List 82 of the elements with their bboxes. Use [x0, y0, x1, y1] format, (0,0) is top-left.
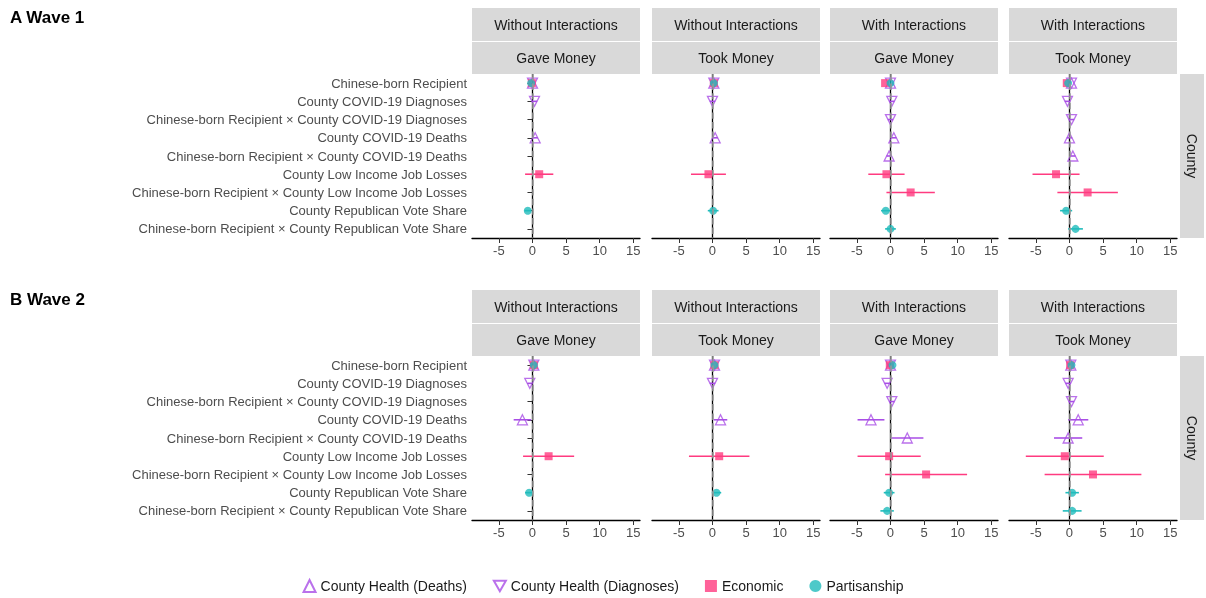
chart-subtitle: Took Money [652, 42, 820, 74]
x-tick-label: 0 [708, 525, 717, 540]
text: County [1184, 415, 1201, 461]
chart-subtitle: Gave Money [472, 42, 640, 74]
x-tick-label: 10 [1129, 525, 1144, 540]
x-tick-label: 5 [742, 243, 750, 258]
x-tick-label: 0 [1065, 525, 1074, 540]
x-tick-label: 5 [562, 243, 570, 258]
y-tick-label: County COVID-19 Diagnoses [297, 93, 468, 109]
x-tick-label: 0 [528, 525, 537, 540]
x-tick-label: 15 [806, 525, 821, 540]
x-tick-label: 15 [806, 243, 821, 258]
x-tick-label: -5 [1030, 243, 1042, 258]
y-tick-label: Chinese-born Recipient [331, 357, 468, 373]
y-tick-label: Chinese-born Recipient × County COVID-19 Deaths [166, 430, 468, 446]
chart-subtitle: Gave Money [830, 42, 998, 74]
chart-subtitle: Took Money [652, 324, 820, 356]
x-tick-label: 0 [708, 243, 717, 258]
x-tick-label: -5 [1030, 525, 1042, 540]
chart-title: With Interactions [1009, 290, 1177, 323]
y-tick-label: Chinese-born Recipient × County Republican Vote Share [138, 221, 467, 237]
x-tick-label: 10 [950, 525, 965, 540]
x-tick-label: 5 [920, 525, 928, 540]
x-tick-label: 5 [562, 525, 570, 540]
x-tick-label: 15 [1163, 525, 1178, 540]
x-tick-label: 0 [1065, 243, 1074, 258]
chart-title: With Interactions [830, 8, 998, 41]
y-tick-label: County Low Income Job Losses [282, 166, 468, 182]
legend-label: County Health (Deaths) [320, 578, 467, 594]
chart-title: Without Interactions [472, 290, 640, 323]
legend-label: County Health (Diagnoses) [510, 578, 679, 594]
x-tick-label: 15 [1163, 243, 1178, 258]
x-tick-label: 5 [1099, 243, 1107, 258]
x-tick-label: 10 [1129, 243, 1144, 258]
y-tick-label: Chinese-born Recipient × County COVID-19 Deaths [166, 148, 468, 164]
chart-subtitle: Took Money [1009, 42, 1177, 74]
x-tick-label: 10 [592, 243, 607, 258]
x-tick-label: 0 [886, 243, 895, 258]
y-tick-label: County COVID-19 Deaths [317, 130, 468, 146]
x-tick-label: 15 [626, 525, 641, 540]
chart-title: Without Interactions [472, 8, 640, 41]
y-tick-label: Chinese-born Recipient × County Low Income Job Losses [132, 466, 468, 482]
chart-subtitle: Gave Money [830, 324, 998, 356]
text: A Wave 1 [10, 8, 85, 28]
chart-title: With Interactions [1009, 8, 1177, 41]
x-tick-label: -5 [851, 525, 863, 540]
x-tick-label: 5 [920, 243, 928, 258]
x-tick-label: -5 [851, 243, 863, 258]
x-tick-label: 5 [1099, 525, 1107, 540]
x-tick-label: 15 [626, 243, 641, 258]
text: B Wave 2 [10, 290, 85, 310]
x-tick-label: 10 [950, 243, 965, 258]
y-tick-label: County COVID-19 Diagnoses [297, 375, 468, 391]
y-tick-label: Chinese-born Recipient × County COVID-19 Diagnoses [146, 394, 468, 410]
x-tick-label: 5 [742, 525, 750, 540]
y-tick-label: County Republican Vote Share [289, 203, 467, 219]
y-tick-label: County Low Income Job Losses [282, 448, 468, 464]
y-tick-label: Chinese-born Recipient × County Low Income Job Losses [132, 184, 468, 200]
chart-title: With Interactions [830, 290, 998, 323]
y-tick-label: County COVID-19 Deaths [317, 412, 468, 428]
x-tick-label: 10 [592, 525, 607, 540]
x-tick-label: -5 [673, 243, 685, 258]
chart-subtitle: Took Money [1009, 324, 1177, 356]
x-tick-label: 0 [886, 525, 895, 540]
chart-title: Without Interactions [652, 8, 820, 41]
x-tick-label: 10 [772, 525, 787, 540]
legend-label: Economic [721, 578, 784, 594]
x-tick-label: 0 [528, 243, 537, 258]
x-tick-label: 15 [984, 243, 999, 258]
text: County [1184, 133, 1201, 179]
legend-label: Partisanship [826, 578, 904, 594]
x-tick-label: 10 [772, 243, 787, 258]
y-tick-label: County Republican Vote Share [289, 485, 467, 501]
y-tick-label: Chinese-born Recipient × County Republican Vote Share [138, 503, 467, 519]
x-tick-label: 15 [984, 525, 999, 540]
x-tick-label: -5 [493, 525, 505, 540]
chart-subtitle: Gave Money [472, 324, 640, 356]
y-tick-label: Chinese-born Recipient × County COVID-19 Diagnoses [146, 112, 468, 128]
y-tick-label: Chinese-born Recipient [331, 75, 468, 91]
x-tick-label: -5 [673, 525, 685, 540]
x-tick-label: -5 [493, 243, 505, 258]
chart-title: Without Interactions [652, 290, 820, 323]
